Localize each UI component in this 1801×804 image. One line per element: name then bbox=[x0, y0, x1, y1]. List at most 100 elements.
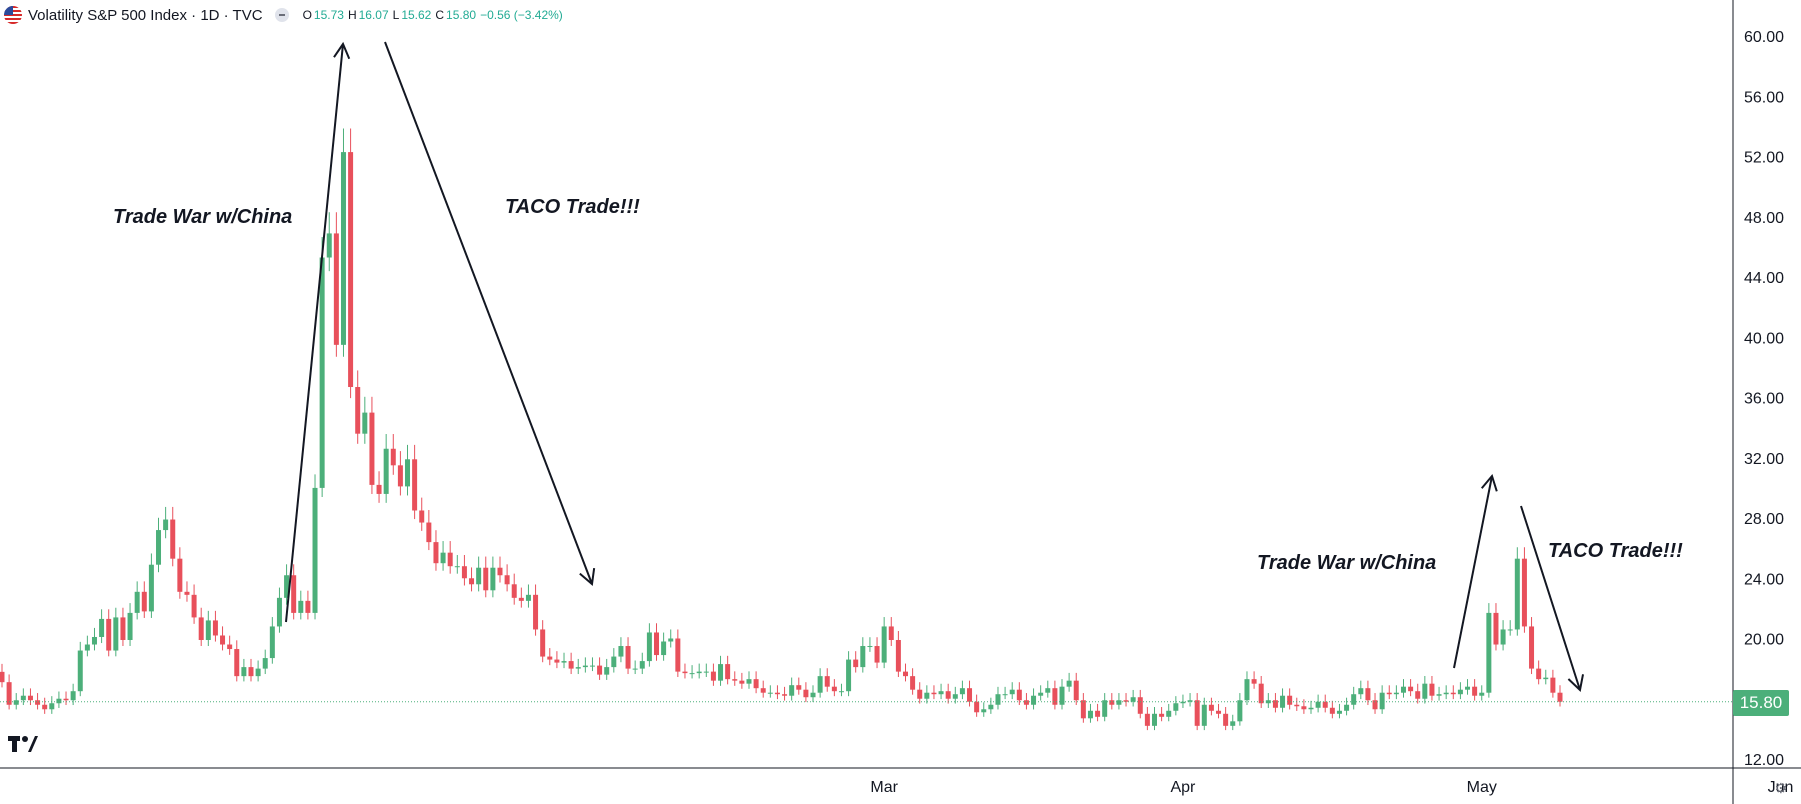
candle-body bbox=[1251, 679, 1257, 684]
y-tick-label: 56.00 bbox=[1744, 89, 1784, 106]
settings-icon[interactable]: ⚙ bbox=[1774, 780, 1787, 796]
candle-body bbox=[774, 692, 780, 695]
candle-body bbox=[0, 671, 5, 683]
open-value: 15.73 bbox=[313, 8, 344, 22]
candle-body bbox=[1109, 700, 1115, 705]
candle-body bbox=[426, 522, 432, 543]
y-tick-label: 20.00 bbox=[1744, 631, 1784, 648]
candle-body bbox=[589, 665, 595, 667]
candle-body bbox=[1415, 691, 1421, 699]
candle-body bbox=[945, 691, 951, 699]
symbol-title[interactable]: Volatility S&P 500 Index · 1D · TVC bbox=[28, 6, 263, 24]
candle-body bbox=[575, 667, 581, 669]
candle-body bbox=[376, 484, 382, 494]
y-tick-label: 60.00 bbox=[1744, 29, 1784, 46]
close-label: C bbox=[435, 8, 445, 22]
candle-body bbox=[1507, 629, 1513, 631]
candle-body bbox=[1144, 713, 1150, 726]
annotation-arrowhead bbox=[333, 41, 351, 60]
tradingview-logo-icon[interactable] bbox=[8, 734, 38, 760]
candle-body bbox=[27, 695, 33, 701]
candle-body bbox=[191, 594, 197, 618]
candle-body bbox=[390, 448, 396, 466]
candle-body bbox=[333, 233, 339, 345]
candle-body bbox=[1031, 695, 1037, 705]
candle-body bbox=[739, 680, 745, 684]
candle-body bbox=[1052, 688, 1058, 705]
candle-body bbox=[291, 575, 297, 613]
high-value: 16.07 bbox=[358, 8, 389, 22]
candle-body bbox=[255, 668, 261, 677]
open-label: O bbox=[302, 8, 312, 22]
annotation-arrow bbox=[1520, 505, 1581, 691]
candle-body bbox=[959, 688, 965, 695]
candle-body bbox=[582, 665, 588, 668]
candle-body bbox=[141, 591, 147, 612]
candle-body bbox=[689, 673, 695, 675]
candle-body bbox=[1379, 692, 1385, 710]
annotation-arrowhead bbox=[1567, 674, 1584, 692]
candle-body bbox=[205, 620, 211, 640]
candle-body bbox=[262, 658, 268, 669]
candle-body bbox=[1372, 700, 1378, 710]
candle-body bbox=[1038, 692, 1044, 696]
candle-body bbox=[461, 566, 467, 579]
candle-body bbox=[618, 646, 624, 657]
candle-body bbox=[1280, 695, 1286, 708]
candle-body bbox=[611, 656, 617, 668]
candle-body bbox=[497, 567, 503, 576]
candle-body bbox=[447, 552, 453, 567]
candle-body bbox=[995, 694, 1001, 705]
candle-body bbox=[312, 487, 318, 613]
candle-body bbox=[1472, 686, 1478, 696]
candle-body bbox=[710, 671, 716, 681]
candle-body bbox=[881, 626, 887, 663]
close-value: 15.80 bbox=[446, 8, 477, 22]
candle-body bbox=[725, 664, 731, 680]
candle-body bbox=[967, 688, 973, 702]
annotation-arrowhead bbox=[579, 568, 596, 586]
candle-body bbox=[1123, 700, 1129, 702]
candle-body bbox=[1073, 680, 1079, 701]
candle-body bbox=[682, 671, 688, 674]
candle-body bbox=[860, 646, 866, 668]
candle-body bbox=[63, 698, 69, 701]
candle-body bbox=[597, 665, 603, 675]
candle-body bbox=[924, 692, 930, 699]
candle-body bbox=[1230, 721, 1236, 726]
x-tick-label: Mar bbox=[870, 779, 898, 796]
candle-body bbox=[212, 620, 218, 636]
candle-body bbox=[1465, 686, 1471, 690]
candle-body bbox=[70, 691, 76, 701]
candle-body bbox=[1223, 713, 1229, 726]
candle-body bbox=[1358, 688, 1364, 695]
candle-body bbox=[668, 638, 674, 642]
candle-body bbox=[405, 459, 411, 487]
candle-body bbox=[77, 650, 83, 692]
candle-body bbox=[1457, 689, 1463, 695]
candle-body bbox=[902, 671, 908, 677]
candle-body bbox=[511, 584, 517, 598]
annotation-trade-war-2: Trade War w/China bbox=[1257, 552, 1437, 574]
candle-body bbox=[1329, 707, 1335, 714]
y-tick-label: 44.00 bbox=[1744, 270, 1784, 287]
candle-body bbox=[938, 691, 944, 695]
candle-body bbox=[917, 689, 923, 699]
candle-body bbox=[661, 641, 667, 656]
legend-toggle-icon[interactable] bbox=[274, 8, 289, 22]
candle-body bbox=[838, 691, 844, 693]
candle-body bbox=[760, 688, 766, 693]
y-tick-label: 12.00 bbox=[1744, 752, 1784, 769]
chart-legend[interactable]: Volatility S&P 500 Index · 1D · TVC O 15.… bbox=[4, 4, 563, 26]
annotation-arrow bbox=[384, 41, 593, 585]
candle-body bbox=[177, 558, 183, 592]
candle-body bbox=[1301, 706, 1307, 710]
candle-body bbox=[1429, 683, 1435, 696]
candle-body bbox=[1351, 694, 1357, 705]
candle-body bbox=[319, 257, 325, 488]
candle-body bbox=[99, 618, 105, 637]
change-value: −0.56 (−3.42%) bbox=[480, 8, 563, 22]
candle-body bbox=[547, 656, 553, 660]
x-tick-label: May bbox=[1467, 779, 1497, 796]
